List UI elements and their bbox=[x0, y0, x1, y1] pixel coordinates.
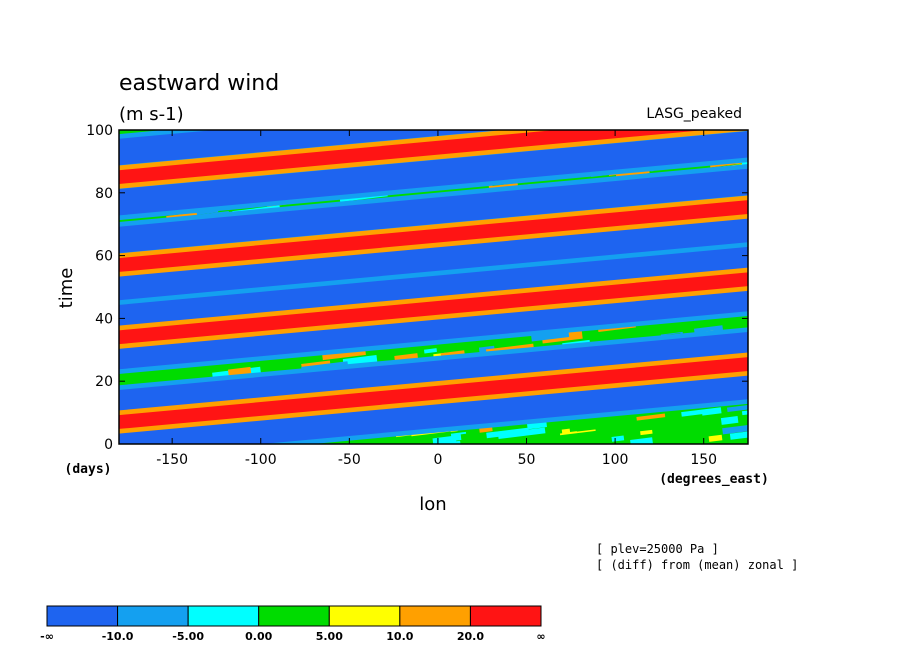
negative-anomaly-band bbox=[119, 131, 748, 216]
y-tick-label: 80 bbox=[95, 186, 113, 202]
field-speckle bbox=[744, 303, 748, 312]
run-label: LASG_peaked bbox=[646, 106, 742, 122]
y-tick-label: 20 bbox=[95, 374, 113, 390]
colorbar-label: 5.00 bbox=[316, 630, 343, 643]
colorbar-label: ∞ bbox=[536, 630, 545, 643]
x-tick-label: 0 bbox=[433, 452, 442, 468]
field-speckle bbox=[640, 429, 653, 436]
field-speckle bbox=[727, 404, 748, 412]
colorbar-swatch bbox=[399, 605, 471, 627]
colorbar: -∞ -10.0 -5.00 0.00 5.00 10.0 20.0 ∞ bbox=[40, 605, 546, 643]
field-speckle bbox=[497, 427, 546, 440]
x-tick-label: -150 bbox=[156, 452, 188, 468]
positive-anomaly-band bbox=[119, 272, 748, 345]
colorbar-swatch bbox=[258, 605, 330, 627]
colorbar-swatch bbox=[469, 605, 542, 627]
x-tick-label: -100 bbox=[245, 452, 277, 468]
plot-frame bbox=[118, 129, 749, 445]
y-axis-units: (days) bbox=[65, 462, 112, 477]
field-speckle bbox=[575, 420, 611, 432]
colorbar-swatch bbox=[187, 605, 260, 627]
field-speckle bbox=[665, 414, 703, 424]
chart-title: eastward wind bbox=[119, 71, 279, 96]
field-speckle bbox=[342, 354, 378, 367]
colorbar-label: 10.0 bbox=[386, 630, 413, 643]
negative-anomaly-band bbox=[119, 168, 748, 254]
colorbar-label: -10.0 bbox=[102, 630, 134, 643]
positive-band-halo bbox=[119, 130, 748, 189]
note-diff: [ (diff) from (mean) zonal ] bbox=[596, 558, 798, 572]
x-axis: -150 -100 -50 0 50 100 150 bbox=[156, 130, 717, 468]
y-tick-label: 0 bbox=[104, 437, 113, 453]
x-tick-label: -50 bbox=[338, 452, 361, 468]
y-tick-label: 60 bbox=[95, 249, 113, 265]
chart-units: (m s-1) bbox=[119, 104, 184, 125]
negative-anomaly-band bbox=[119, 284, 748, 370]
y-tick-label: 40 bbox=[95, 311, 113, 327]
field-speckle bbox=[708, 434, 723, 442]
x-axis-label: lon bbox=[419, 494, 446, 515]
negative-anomaly-band bbox=[119, 244, 748, 329]
y-axis-label: time bbox=[56, 268, 77, 309]
colorbar-label: 20.0 bbox=[457, 630, 484, 643]
note-plev: [ plev=25000 Pa ] bbox=[596, 542, 719, 556]
field-speckle bbox=[630, 437, 654, 444]
negative-anomaly-band bbox=[119, 130, 501, 166]
positive-anomaly-band bbox=[119, 130, 706, 185]
colorbar-swatch bbox=[46, 605, 119, 627]
colorbar-swatch bbox=[117, 605, 189, 627]
field-speckle bbox=[681, 407, 722, 419]
field-speckle bbox=[744, 356, 748, 369]
positive-anomaly-band bbox=[119, 200, 748, 272]
field-speckle bbox=[746, 366, 748, 374]
field-speckle bbox=[636, 413, 666, 421]
field-speckle bbox=[432, 435, 457, 444]
negative-anomaly-band bbox=[119, 372, 748, 444]
colorbar-swatch bbox=[328, 605, 401, 627]
field-speckle bbox=[722, 423, 748, 435]
field-speckle bbox=[435, 345, 476, 355]
x-tick-label: 50 bbox=[518, 452, 536, 468]
colorbar-label: -∞ bbox=[40, 630, 54, 643]
x-tick-label: 100 bbox=[602, 452, 629, 468]
colorbar-label: 0.00 bbox=[245, 630, 272, 643]
negative-anomaly-band bbox=[119, 215, 748, 301]
y-axis: 0 20 40 60 80 100 bbox=[86, 123, 748, 453]
positive-anomaly-band bbox=[119, 357, 748, 429]
negative-anomaly-band bbox=[119, 332, 748, 417]
x-tick-label: 150 bbox=[690, 452, 717, 468]
heatmap-field bbox=[119, 130, 748, 444]
field-speckle bbox=[278, 357, 303, 368]
field-speckle bbox=[720, 416, 739, 425]
x-axis-units: (degrees_east) bbox=[659, 472, 769, 487]
field-speckle bbox=[405, 431, 452, 442]
field-speckle bbox=[424, 348, 437, 354]
colorbar-label: -5.00 bbox=[172, 630, 204, 643]
y-tick-label: 100 bbox=[86, 123, 113, 139]
